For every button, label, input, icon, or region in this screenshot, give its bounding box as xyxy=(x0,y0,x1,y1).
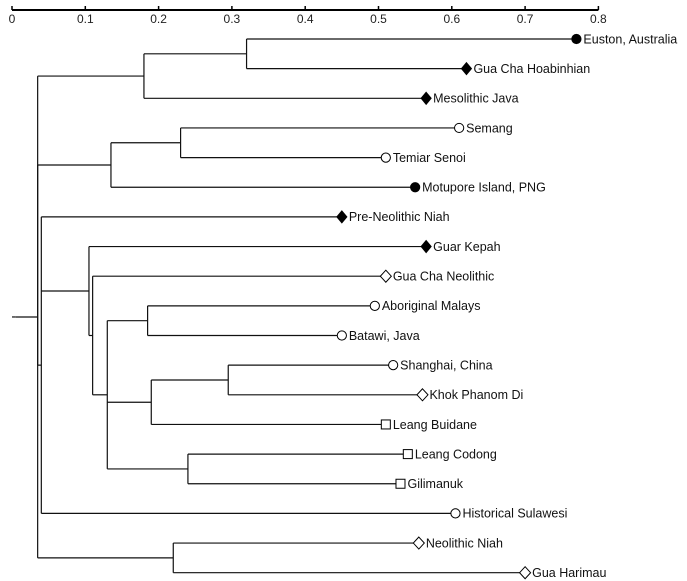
open-diamond-marker xyxy=(412,536,425,550)
axis-tick-label: 0.1 xyxy=(77,12,94,26)
leaf-shanghai-china: Shanghai, China xyxy=(388,358,493,372)
open-square-marker xyxy=(395,478,406,489)
leaf-label: Historical Sulawesi xyxy=(462,507,567,521)
axis-tick-label: 0.5 xyxy=(370,12,387,26)
leaf-batawi-java: Batawi, Java xyxy=(336,329,420,343)
open-square-marker xyxy=(380,419,391,430)
leaf-temiar-senoi: Temiar Senoi xyxy=(380,151,466,165)
open-diamond-marker xyxy=(379,269,393,283)
open-circle-marker xyxy=(388,360,399,371)
leaf-label: Shanghai, China xyxy=(400,358,492,372)
open-diamond-marker xyxy=(416,388,429,402)
leaf-gua-cha-neolithic: Gua Cha Neolithic xyxy=(379,269,494,284)
dendrogram-branches xyxy=(12,38,577,574)
leaf-historical-sulawesi: Historical Sulawesi xyxy=(450,507,567,521)
leaf-label: Batawi, Java xyxy=(349,329,420,343)
open-circle-marker xyxy=(336,330,347,341)
open-diamond-marker xyxy=(518,565,532,580)
axis-tick-label: 0.4 xyxy=(297,12,314,26)
leaf-gua-cha-hoabinhian: Gua Cha Hoabinhian xyxy=(460,61,590,76)
filled-circle-marker xyxy=(410,182,421,193)
axis-tick-label: 0.3 xyxy=(224,12,241,26)
open-circle-marker xyxy=(369,300,380,311)
axis-tick-label: 0 xyxy=(9,12,16,26)
axis-tick-label: 0.2 xyxy=(150,12,167,26)
leaf-euston-australia: Euston, Australia xyxy=(571,32,677,46)
leaf-label: Leang Buidane xyxy=(393,418,477,432)
leaf-label: Neolithic Niah xyxy=(426,536,503,550)
leaf-label: Semang xyxy=(466,121,513,135)
leaf-label: Mesolithic Java xyxy=(433,92,518,106)
leaf-label: Gua Cha Neolithic xyxy=(393,270,494,284)
axis-tick-label: 0.7 xyxy=(517,12,534,26)
leaf-motupore-island-png: Motupore Island, PNG xyxy=(410,181,546,195)
filled-diamond-marker xyxy=(460,61,473,76)
leaf-label: Leang Codong xyxy=(415,447,497,461)
leaf-label: Guar Kepah xyxy=(433,240,500,254)
leaf-label: Temiar Senoi xyxy=(393,151,466,165)
leaf-label: Pre-Neolithic Niah xyxy=(349,210,450,224)
filled-circle-marker xyxy=(571,33,582,45)
leaf-semang: Semang xyxy=(454,121,513,135)
leaf-label: Gua Cha Hoabinhian xyxy=(473,62,590,76)
axis-tick-label: 0.6 xyxy=(443,12,460,26)
filled-diamond-marker xyxy=(336,210,348,224)
open-circle-marker xyxy=(450,508,461,519)
open-square-marker xyxy=(402,449,413,460)
leaf-aboriginal-malays: Aboriginal Malays xyxy=(369,299,481,313)
leaf-gilimanuk: Gilimanuk xyxy=(395,477,464,491)
leaf-mesolithic-java: Mesolithic Java xyxy=(420,91,519,106)
leaf-neolithic-niah: Neolithic Niah xyxy=(412,536,503,550)
open-circle-marker xyxy=(380,152,391,163)
leaf-label: Aboriginal Malays xyxy=(382,299,481,313)
distance-axis: 0 0.1 0.2 0.3 0.4 0.5 0.6 0.7 0.8 xyxy=(9,6,607,26)
leaf-label: Euston, Australia xyxy=(583,32,677,46)
leaf-gua-harimau: Gua Harimau xyxy=(518,565,606,580)
leaf-label: Motupore Island, PNG xyxy=(422,181,546,195)
axis-tick-label: 0.8 xyxy=(590,12,607,26)
leaf-label: Gua Harimau xyxy=(532,566,606,580)
open-circle-marker xyxy=(454,122,465,134)
leaf-label: Khok Phanom Di xyxy=(429,388,523,402)
leaf-leang-codong: Leang Codong xyxy=(402,447,497,461)
leaf-pre-neolithic-niah: Pre-Neolithic Niah xyxy=(336,210,450,224)
filled-diamond-marker xyxy=(420,239,432,254)
dendrogram-leaves: Euston, Australia Gua Cha Hoabinhian Mesol… xyxy=(336,32,677,580)
leaf-khok-phanom-di: Khok Phanom Di xyxy=(416,388,523,402)
leaf-guar-kepah: Guar Kepah xyxy=(420,239,501,254)
leaf-label: Gilimanuk xyxy=(407,477,463,491)
leaf-leang-buidane: Leang Buidane xyxy=(380,418,477,432)
filled-diamond-marker xyxy=(420,91,432,106)
